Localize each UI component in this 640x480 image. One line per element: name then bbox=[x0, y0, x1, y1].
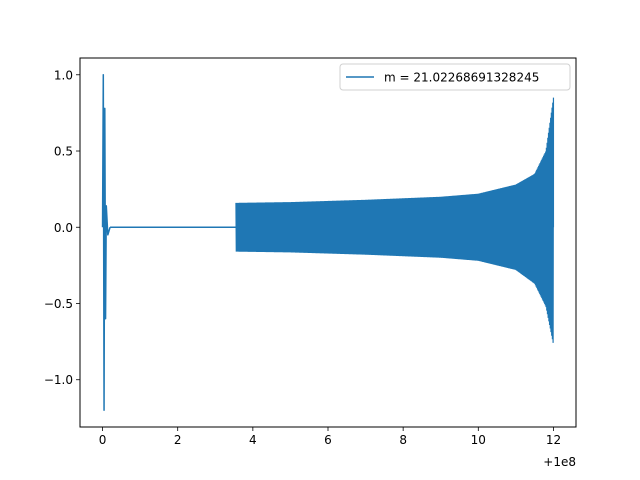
series-line-oscillation bbox=[235, 97, 555, 343]
x-tick-label: 4 bbox=[249, 433, 257, 447]
x-tick-label: 6 bbox=[324, 433, 332, 447]
axes-frame bbox=[79, 57, 577, 428]
y-tick-label: 1.0 bbox=[54, 68, 73, 82]
y-tick-label: −0.5 bbox=[44, 297, 73, 311]
x-offset-label: +1e8 bbox=[543, 455, 576, 469]
series-line-spike bbox=[101, 74, 111, 411]
y-tick-label: 0.5 bbox=[54, 145, 73, 159]
x-tick-label: 8 bbox=[399, 433, 407, 447]
x-tick-label: 12 bbox=[546, 433, 561, 447]
legend: m = 21.02268691328245 bbox=[339, 63, 571, 91]
x-tick-label: 2 bbox=[174, 433, 182, 447]
x-tick-label: 0 bbox=[99, 433, 107, 447]
y-tick-label: 0.0 bbox=[54, 221, 73, 235]
y-tick-label: −1.0 bbox=[44, 373, 73, 387]
y-axis: −1.0 −0.5 0.0 0.5 1.0 bbox=[44, 68, 80, 387]
plot-area bbox=[101, 74, 555, 411]
legend-box bbox=[339, 63, 571, 91]
x-axis: 0 2 4 6 8 10 12 bbox=[99, 427, 561, 447]
x-tick-label: 10 bbox=[471, 433, 486, 447]
legend-label: m = 21.02268691328245 bbox=[384, 71, 539, 85]
